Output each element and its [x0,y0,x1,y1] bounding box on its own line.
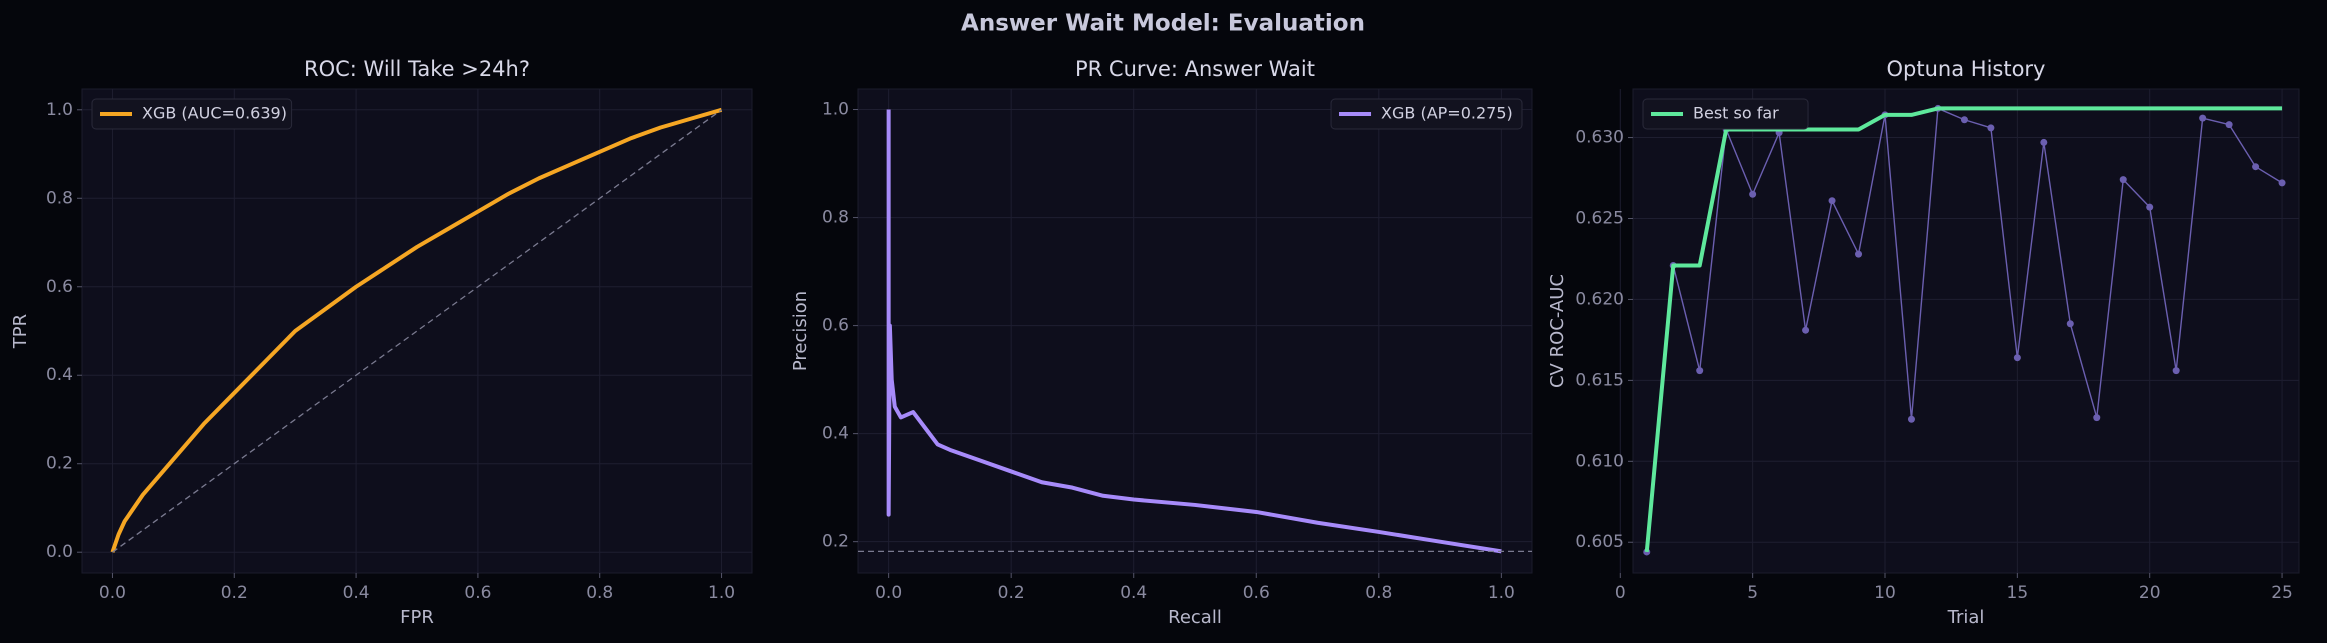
point [1802,326,1810,334]
point [2278,179,2286,187]
legend-box [1330,98,1523,130]
legend-box [1642,98,1809,130]
point [2013,354,2021,362]
series-line [886,109,1502,554]
x-tick-label: 1.0 [708,583,735,603]
x-axis-label: Trial [1947,607,1985,628]
x-tick-label: 0.8 [1365,583,1392,603]
y-tick-label: 0.610 [1575,451,1624,471]
y-tick-label: 0.0 [46,542,73,562]
legend-label: XGB (AP=0.275) [1381,104,1513,123]
point [1960,116,1968,124]
y-tick-label: 1.0 [46,100,73,120]
plot-area [81,88,753,574]
y-tick-label: 0.605 [1575,532,1624,552]
y-tick-label: 0.2 [46,454,73,474]
point [1828,197,1836,205]
point [2093,414,2101,422]
x-tick-label: 0.2 [221,583,248,603]
y-axis-label: CV ROC-AUC [1547,274,1568,388]
point [2066,320,2074,328]
series-line [112,109,722,553]
plot-area [857,88,1533,574]
x-tick-label: 0.0 [99,583,126,603]
plot-area [1632,88,2300,574]
point [2040,138,2048,146]
x-tick-label: 25 [2271,583,2293,603]
point [1855,250,1863,258]
x-tick-label: 0.4 [343,583,370,603]
point [2119,176,2127,184]
point [2225,121,2233,129]
legend-label: Best so far [1693,104,1779,123]
x-axis-label: Recall [1168,607,1222,628]
axis-title: ROC: Will Take >24h? [304,57,530,81]
axis-title: Optuna History [1887,57,2046,81]
legend-label: XGB (AUC=0.639) [142,104,287,123]
y-tick-label: 0.4 [46,365,73,385]
y-tick-label: 0.615 [1575,370,1624,390]
x-tick-label: 0.0 [875,583,902,603]
x-tick-label: 1.0 [1488,583,1515,603]
figure-title: Answer Wait Model: Evaluation [961,11,1365,37]
y-tick-label: 1.0 [822,100,849,120]
point [2172,367,2180,375]
x-tick-label: 0.2 [998,583,1025,603]
x-tick-label: 15 [2007,583,2029,603]
point [1987,124,1995,132]
y-tick-label: 0.8 [46,188,73,208]
y-tick-label: 0.6 [46,277,73,297]
x-tick-label: 0.6 [1243,583,1270,603]
y-tick-label: 0.8 [822,208,849,228]
point [2252,163,2260,171]
legend-box [91,98,293,130]
point [1696,367,1704,375]
x-tick-label: 0.8 [586,583,613,603]
y-tick-label: 0.625 [1575,208,1624,228]
x-axis-label: FPR [400,607,434,628]
x-tick-label: 0.4 [1120,583,1147,603]
x-tick-label: 0.6 [464,583,491,603]
x-tick-label: 20 [2139,583,2161,603]
x-tick-label: 10 [1874,583,1896,603]
y-tick-label: 0.4 [822,424,849,444]
y-tick-label: 0.630 [1575,128,1624,148]
y-tick-label: 0.6 [822,316,849,336]
series-line [110,107,723,553]
point [2199,114,2207,122]
y-axis-label: Precision [790,291,811,371]
y-axis-label: TPR [10,314,31,349]
axis-title: PR Curve: Answer Wait [1075,57,1315,81]
y-tick-label: 0.2 [822,532,849,552]
x-tick-label: 5 [1747,583,1758,603]
y-tick-label: 0.620 [1575,289,1624,309]
point [2146,203,2154,211]
point [1749,190,1757,198]
x-tick-label: 0 [1615,583,1626,603]
point [1907,415,1915,423]
